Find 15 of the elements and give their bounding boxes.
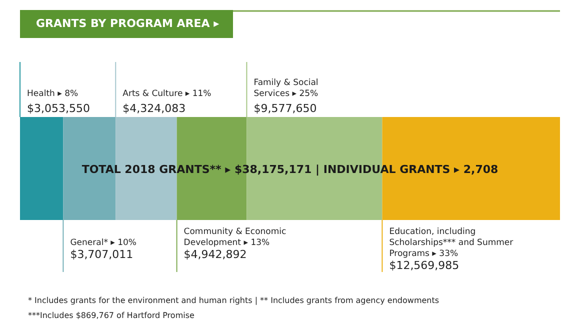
data-label: $4,942,892 [184,248,247,261]
data-label: $12,569,985 [389,259,460,272]
text: Family & Social Services ▸ 25% [254,78,318,99]
data-label: $3,053,550 [27,102,90,115]
text: General* ▸ 10% [70,238,137,248]
data-label: $4,324,083 [122,102,186,115]
data-label: $9,577,650 [254,102,317,115]
text: Health ▸ 8% [27,89,78,99]
text: * Includes grants for the environment and human rights | ** Includes grants from agency endowments [28,296,440,305]
text: ***Includes $869,767 of Hartford Promise [28,311,194,320]
text: Arts & Culture ▸ 11% [122,89,212,99]
data-label: $3,707,011 [70,248,134,261]
chart-title: GRANTS BY PROGRAM AREA ▸ [36,17,220,30]
series-label: Education, including Scholarships*** and Summer Programs ▸ 33% [389,227,514,259]
series-label: Community & Economic Development ▸ 13% [184,227,286,248]
